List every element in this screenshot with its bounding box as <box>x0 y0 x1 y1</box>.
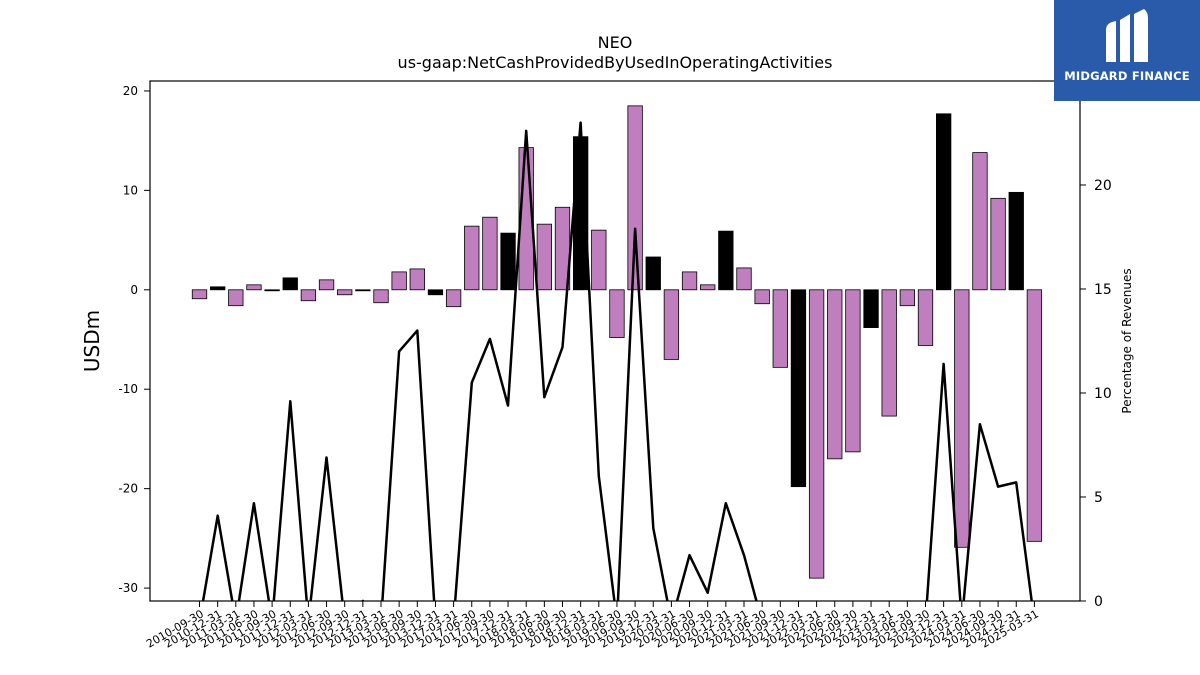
bar <box>591 229 607 291</box>
bar <box>482 216 498 291</box>
bar <box>264 289 280 292</box>
bar <box>464 225 480 291</box>
bar <box>373 289 389 304</box>
bar <box>228 289 244 307</box>
bar <box>736 267 752 291</box>
x-axis: 2010-09-302010-12-312011-03-312011-06-30… <box>144 601 1041 651</box>
bar-series <box>191 105 1043 579</box>
y2-axis: 0 5 10 15 20 <box>1080 178 1112 610</box>
bar <box>899 289 915 307</box>
y2-tick-label: 20 <box>1094 178 1112 194</box>
midgard-logo-icon <box>1106 9 1148 62</box>
y-tick-label: -30 <box>118 581 138 595</box>
bar <box>609 289 625 338</box>
plot-frame <box>149 80 1081 602</box>
bar <box>954 289 970 548</box>
bar <box>536 223 552 291</box>
bar <box>409 268 425 291</box>
chart-title: NEO <box>598 33 633 52</box>
bar <box>645 256 661 291</box>
y2-tick-label: 0 <box>1094 594 1103 610</box>
bar <box>300 289 317 302</box>
bar <box>700 284 716 291</box>
bar <box>718 230 734 291</box>
brand-logo: MIDGARD FINANCE <box>1054 0 1200 101</box>
bar <box>990 197 1006 291</box>
y-tick-label: -20 <box>118 482 138 496</box>
bar <box>681 271 698 291</box>
bar <box>391 271 407 291</box>
bar <box>881 289 897 417</box>
bar <box>337 289 353 296</box>
bar <box>627 105 643 291</box>
y-tick-label: -10 <box>118 382 138 396</box>
y2-tick-label: 15 <box>1094 282 1112 298</box>
y2-tick-label: 10 <box>1094 386 1112 402</box>
bar <box>500 232 516 291</box>
bar <box>282 277 298 291</box>
bar <box>663 289 680 360</box>
bar <box>790 289 807 488</box>
y-tick-label: 20 <box>123 84 138 98</box>
y-tick-label: 10 <box>123 183 138 197</box>
bar <box>427 289 444 296</box>
bar <box>827 289 843 460</box>
y-tick-label: 0 <box>130 283 138 297</box>
bar <box>917 289 934 346</box>
pct-revenues-line <box>201 121 1033 601</box>
bar <box>445 289 462 308</box>
bar <box>754 289 770 305</box>
bar <box>1008 191 1024 291</box>
y-axis: -30 -20 -10 0 10 20 <box>118 84 150 595</box>
y2-tick-label: 5 <box>1094 490 1103 506</box>
bar <box>1026 289 1043 542</box>
bar <box>863 289 879 328</box>
brand-name: MIDGARD FINANCE <box>1064 69 1190 83</box>
bar <box>808 289 825 579</box>
y2-axis-label: Percentage of Revenues <box>1120 268 1134 413</box>
bar <box>209 286 226 291</box>
bar <box>355 289 371 292</box>
bar <box>246 284 262 291</box>
chart-subtitle: us-gaap:NetCashProvidedByUsedInOperating… <box>398 53 833 72</box>
bar <box>772 289 788 368</box>
y-axis-label: USDm <box>80 310 104 372</box>
bar <box>318 279 335 291</box>
bar <box>936 113 952 291</box>
bar <box>191 289 208 300</box>
bar <box>972 152 988 291</box>
bar <box>845 289 861 453</box>
